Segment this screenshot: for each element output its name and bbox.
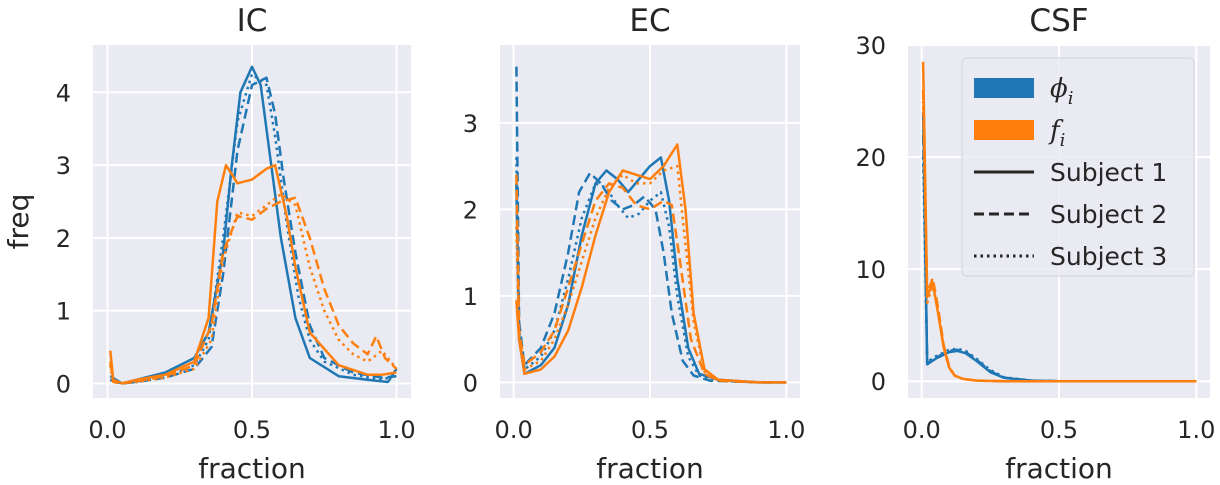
panel-ic: 0.0 0.5 1.0 0 1 2 3 4 IC fraction freq <box>2 3 416 485</box>
series-line-5 <box>515 174 787 384</box>
x-tick-label: 0.5 <box>631 416 669 444</box>
x-axis-label: fraction <box>198 452 306 485</box>
x-tick-label: 1.0 <box>1177 416 1215 444</box>
legend-label: Subject 2 <box>1050 200 1167 229</box>
x-tick-label: 1.0 <box>377 416 415 444</box>
y-tick-label: 1 <box>463 283 478 311</box>
y-tick-label: 0 <box>463 369 478 397</box>
legend-label: ϕi <box>1050 74 1074 109</box>
x-tick-label: 0.0 <box>495 416 533 444</box>
series-line-2 <box>515 66 787 384</box>
legend-label: Subject 1 <box>1050 158 1167 187</box>
x-axis-label: fraction <box>1005 452 1113 485</box>
panel-title: EC <box>629 3 670 39</box>
panel-title: IC <box>237 3 268 39</box>
y-tick-label: 30 <box>855 32 886 60</box>
series-line-6 <box>109 192 398 385</box>
y-axis-label: freq <box>2 194 35 250</box>
y-tick-label: 20 <box>855 144 886 172</box>
legend-frame <box>961 57 1195 277</box>
x-tick-label: 0.0 <box>903 416 941 444</box>
y-tick-label: 10 <box>855 256 886 284</box>
panel-ec: 0.0 0.5 1.0 0 1 2 3 EC fraction <box>463 3 806 485</box>
series-line-3 <box>921 157 1197 383</box>
legend-patch <box>974 120 1034 140</box>
series-line-5 <box>109 196 398 385</box>
legend-label: Subject 3 <box>1050 242 1167 271</box>
y-tick-label: 1 <box>56 298 71 326</box>
y-tick-label: 3 <box>463 110 478 138</box>
series-line-6 <box>921 100 1197 383</box>
y-tick-label: 0 <box>871 368 886 396</box>
x-tick-label: 0.5 <box>233 416 271 444</box>
y-tick-label: 4 <box>56 79 71 107</box>
y-tick-label: 0 <box>56 370 71 398</box>
y-tick-label: 2 <box>463 196 478 224</box>
x-tick-label: 0.5 <box>1040 416 1078 444</box>
legend-patch <box>974 78 1034 98</box>
y-tick-label: 3 <box>56 152 71 180</box>
x-tick-label: 0.0 <box>88 416 126 444</box>
x-tick-label: 1.0 <box>767 416 805 444</box>
series-line-2 <box>109 76 397 385</box>
y-tick-label: 2 <box>56 225 71 253</box>
series-line-3 <box>515 157 787 384</box>
series-line-4 <box>109 163 397 385</box>
panel-title: CSF <box>1029 3 1088 39</box>
series-line-1 <box>515 156 787 384</box>
x-axis-label: fraction <box>596 452 704 485</box>
